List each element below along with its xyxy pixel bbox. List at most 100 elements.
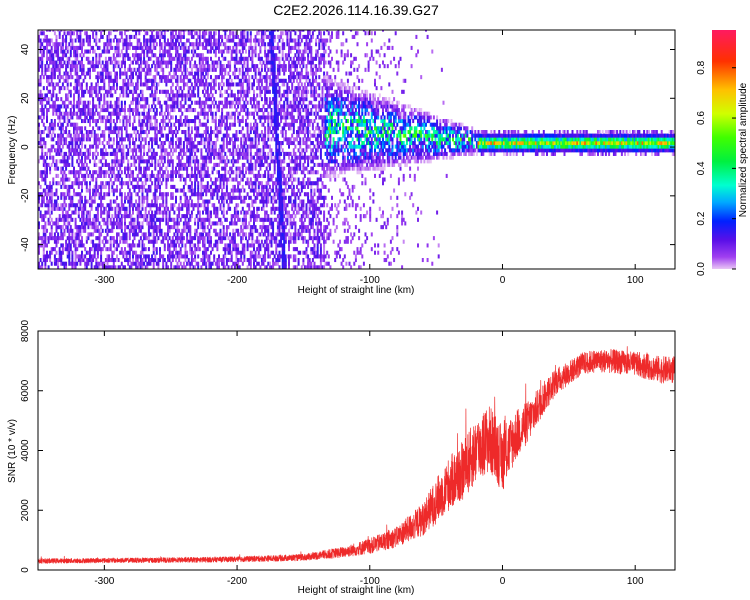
heatmap-cell	[206, 56, 209, 61]
heatmap-cell	[245, 166, 247, 171]
heatmap-cell	[77, 173, 80, 178]
heatmap-cell	[189, 133, 192, 138]
heatmap-cell	[241, 173, 244, 178]
heatmap-cell	[65, 97, 68, 102]
heatmap-cell	[168, 104, 171, 109]
heatmap-cell	[98, 100, 101, 105]
heatmap-cell	[52, 53, 55, 58]
heatmap-cell	[92, 111, 95, 116]
heatmap-cell	[42, 236, 45, 241]
heatmap-cell	[221, 221, 224, 226]
heatmap-cell	[233, 119, 236, 124]
heatmap-cell	[82, 108, 85, 113]
heatmap-cell	[143, 166, 146, 171]
heatmap-cell	[82, 217, 85, 222]
heatmap-cell	[144, 166, 147, 171]
heatmap-cell	[190, 199, 193, 204]
heatmap-cell	[181, 111, 184, 116]
heatmap-cell	[81, 243, 83, 248]
heatmap-cell	[146, 53, 149, 58]
heatmap-cell	[206, 86, 209, 91]
heatmap-cell	[138, 45, 141, 50]
heatmap-cell	[79, 126, 82, 131]
heatmap-cell	[187, 203, 190, 208]
heatmap-cell	[106, 221, 109, 226]
heatmap-cell	[208, 228, 211, 233]
heatmap-cell	[96, 214, 99, 219]
heatmap-cell	[119, 38, 122, 43]
heatmap-cell	[251, 64, 254, 69]
heatmap-cell	[53, 71, 56, 76]
heatmap-cell	[106, 247, 109, 252]
heatmap-cell	[61, 155, 64, 160]
heatmap-cell	[225, 82, 228, 87]
heatmap-cell	[136, 82, 139, 87]
heatmap-cell	[79, 159, 82, 164]
heatmap-cell	[243, 199, 246, 204]
heatmap-cell	[57, 64, 60, 69]
heatmap-cell	[82, 151, 85, 156]
heatmap-cell	[90, 144, 93, 149]
heatmap-cell	[77, 155, 80, 160]
heatmap-cell	[216, 45, 219, 50]
heatmap-cell	[85, 137, 88, 142]
heatmap-cell	[202, 199, 204, 204]
heatmap-cell	[178, 221, 181, 226]
heatmap-cell	[154, 111, 157, 116]
heatmap-cell	[66, 217, 69, 222]
heatmap-cell	[108, 203, 111, 208]
heatmap-cell	[66, 159, 69, 164]
heatmap-cell	[68, 236, 71, 241]
heatmap-cell	[251, 86, 254, 91]
heatmap-cell	[200, 155, 203, 160]
heatmap-cell	[81, 56, 83, 61]
heatmap-cell	[68, 100, 71, 105]
heatmap-cell	[248, 195, 251, 200]
heatmap-cell	[160, 173, 163, 178]
heatmap-cell	[154, 141, 157, 146]
heatmap-cell	[163, 75, 166, 80]
heatmap-cell	[136, 56, 139, 61]
heatmap-cell	[184, 93, 187, 98]
heatmap-cell	[82, 89, 85, 94]
heatmap-cell	[167, 38, 169, 43]
heatmap-cell	[108, 254, 111, 259]
heatmap-cell	[84, 155, 87, 160]
heatmap-cell	[116, 126, 118, 131]
heatmap-cell	[69, 108, 72, 113]
heatmap-cell	[168, 151, 171, 156]
heatmap-cell	[61, 137, 64, 142]
heatmap-cell	[246, 78, 249, 83]
heatmap-cell	[130, 203, 133, 208]
heatmap-cell	[139, 141, 142, 146]
heatmap-cell	[92, 67, 95, 72]
heatmap-cell	[93, 89, 96, 94]
heatmap-cell	[146, 71, 149, 76]
heatmap-cell	[154, 228, 157, 233]
heatmap-cell	[95, 243, 98, 248]
heatmap-cell	[96, 126, 99, 131]
heatmap-cell	[225, 258, 228, 263]
heatmap-cell	[233, 137, 236, 142]
heatmap-cell	[240, 53, 243, 58]
heatmap-cell	[189, 159, 192, 164]
heatmap-cell	[39, 89, 42, 94]
heatmap-cell	[165, 265, 168, 269]
heatmap-cell	[167, 97, 169, 102]
heatmap-cell	[93, 221, 96, 226]
heatmap-cell	[104, 64, 107, 69]
heatmap-cell	[238, 217, 241, 222]
heatmap-cell	[49, 75, 52, 80]
heatmap-cell	[246, 166, 249, 171]
heatmap-cell	[248, 166, 251, 171]
heatmap-cell	[120, 60, 123, 65]
heatmap-cell	[189, 162, 192, 167]
heatmap-cell	[159, 75, 161, 80]
heatmap-cell	[55, 93, 58, 98]
heatmap-cell	[61, 192, 64, 197]
heatmap-cell	[203, 159, 206, 164]
heatmap-cell	[120, 49, 123, 54]
heatmap-cell	[132, 122, 134, 127]
heatmap-cell	[222, 195, 225, 200]
heatmap-cell	[246, 258, 249, 263]
